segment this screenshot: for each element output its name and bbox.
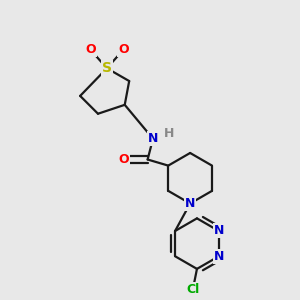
Text: N: N (214, 224, 224, 238)
Text: N: N (148, 132, 158, 145)
Text: H: H (164, 127, 175, 140)
Text: S: S (102, 61, 112, 75)
Text: O: O (118, 43, 129, 56)
Text: O: O (118, 153, 129, 166)
Text: O: O (85, 43, 96, 56)
Text: N: N (185, 197, 195, 210)
Text: N: N (214, 250, 224, 263)
Text: Cl: Cl (186, 283, 199, 296)
